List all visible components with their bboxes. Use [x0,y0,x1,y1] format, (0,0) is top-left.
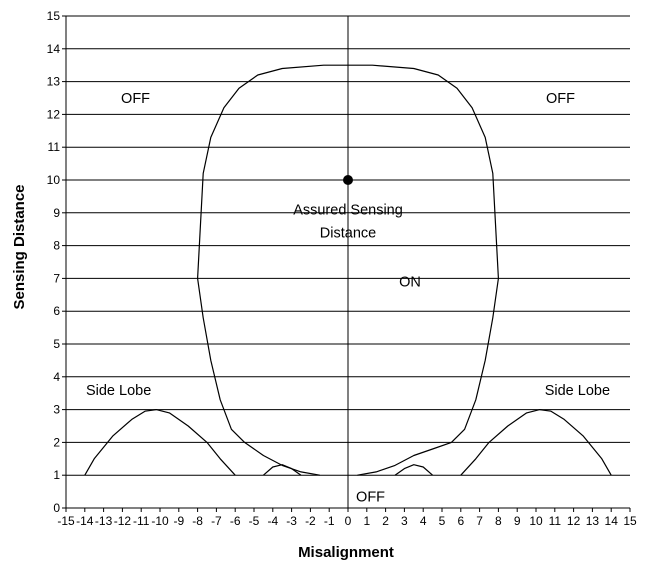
curve-small-lobe-left [263,464,302,476]
y-tick-label: 13 [47,75,61,89]
x-tick-label: 4 [420,514,427,528]
x-tick-label: 2 [382,514,389,528]
x-tick-label: 1 [363,514,370,528]
annotation-label: OFF [356,490,385,506]
x-tick-label: -3 [286,514,297,528]
x-tick-label: -6 [230,514,241,528]
x-axis-title: Misalignment [298,544,394,561]
x-tick-label: -4 [267,514,278,528]
x-tick-label: -12 [114,514,132,528]
y-tick-label: 8 [53,239,60,253]
x-tick-label: -10 [151,514,169,528]
y-tick-label: 15 [47,9,61,23]
x-tick-label: -14 [76,514,94,528]
axes [62,15,631,512]
x-tick-label: 14 [605,514,619,528]
x-tick-label: 3 [401,514,408,528]
x-tick-label: 12 [567,514,581,528]
x-tick-label: -2 [305,514,316,528]
y-axis-title: Sensing Distance [11,184,28,309]
y-tick-label: 12 [47,107,61,121]
annotation-label: OFF [121,91,150,107]
x-tick-label: 7 [476,514,483,528]
x-tick-label: 10 [529,514,543,528]
x-tick-label: 13 [586,514,600,528]
x-tick-label: 5 [439,514,446,528]
assured-sensing-distance-marker [343,175,353,185]
x-tick-label: -1 [324,514,335,528]
annotation-label: ON [399,275,421,291]
x-tick-label: -7 [211,514,222,528]
x-tick-label: -8 [192,514,203,528]
x-tick-labels: -15 -14 -13 -12 -11 -10 -9 -8 -7 -6 -5 -4 -3 -2 -1 0 1 2 3… [57,514,637,528]
x-tick-label: -5 [249,514,260,528]
y-tick-label: 10 [47,173,61,187]
y-tick-label: 6 [53,304,60,318]
x-tick-label: -9 [173,514,184,528]
x-tick-label: -15 [57,514,75,528]
y-tick-label: 0 [53,501,60,515]
x-tick-label: 0 [345,514,352,528]
y-tick-label: 1 [53,468,60,482]
curve-small-lobe-right [394,464,433,476]
y-tick-label: 11 [48,140,61,154]
y-tick-label: 14 [47,42,61,56]
annotations: OFF OFF Assured Sensing Distance ON Side Lobe… [86,91,610,506]
y-tick-label: 2 [53,435,60,449]
x-tick-label: -13 [95,514,113,528]
x-tick-label: 6 [457,514,464,528]
x-tick-label: 9 [514,514,521,528]
y-tick-label: 3 [53,403,60,417]
curve-side-lobe-right [460,409,612,476]
curve-main-lobe [197,64,499,476]
series-curves [84,64,612,476]
y-tick-label: 4 [53,370,60,384]
annotation-label: Side Lobe [86,383,151,399]
annotation-label: Distance [320,225,376,241]
y-tick-label: 5 [53,337,60,351]
x-tick-label: 8 [495,514,502,528]
x-tick-label: 15 [623,514,637,528]
y-tick-label: 7 [53,271,60,285]
x-tick-label: -11 [133,514,150,528]
markers [343,175,353,185]
annotation-label: Assured Sensing [293,203,403,219]
annotation-label: Side Lobe [545,383,610,399]
annotation-label: OFF [546,91,575,107]
y-tick-label: 9 [53,206,60,220]
x-tick-label: 11 [549,514,562,528]
curve-side-lobe-left [84,409,236,476]
